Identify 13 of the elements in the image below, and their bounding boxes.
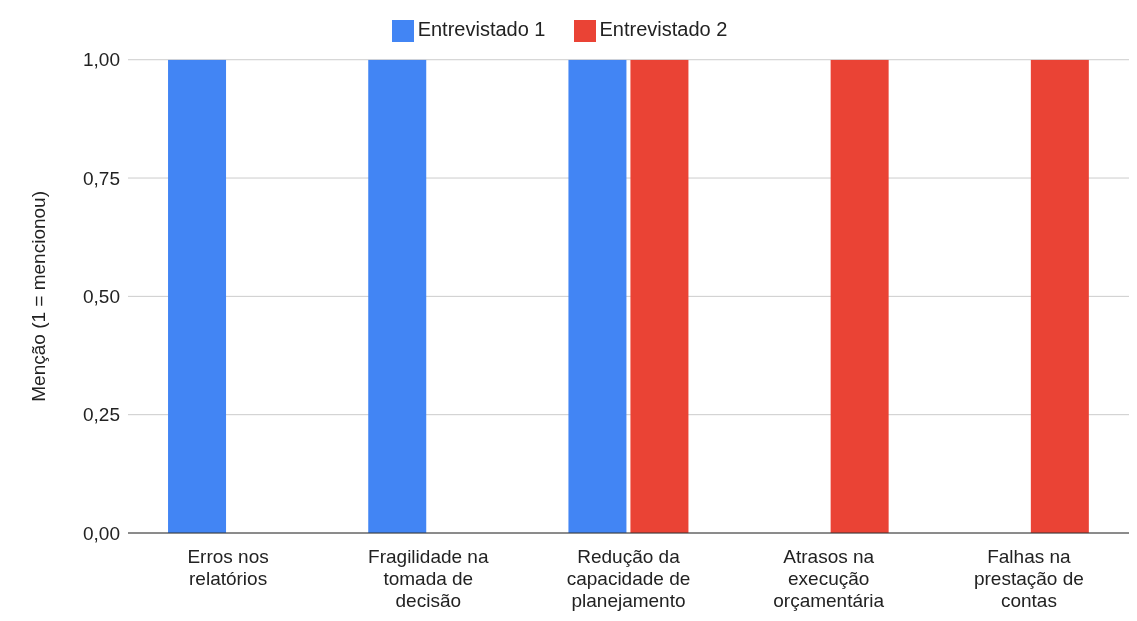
x-tick-label: Erros nos relatórios	[187, 546, 269, 589]
legend-label: Entrevistado 1	[417, 18, 546, 40]
legend-label: Entrevistado 2	[599, 18, 728, 40]
y-tick-label: 0,50	[83, 286, 120, 308]
y-tick-label: 0,00	[83, 522, 120, 544]
x-tick-label: Fragilidade na tomada de decisão	[368, 546, 489, 611]
x-tick-label: Atrasos na execução orçamentária	[773, 546, 885, 611]
y-axis-title: Menção (1 = mencionou)	[27, 191, 49, 402]
x-tick-label: Redução da capacidade de planejamento	[566, 546, 691, 611]
y-tick-label: 0,25	[83, 404, 120, 426]
x-tick-label: Falhas na prestação de contas	[973, 546, 1084, 611]
y-tick-label: 0,75	[83, 167, 120, 189]
y-tick-label: 1,00	[83, 49, 120, 71]
